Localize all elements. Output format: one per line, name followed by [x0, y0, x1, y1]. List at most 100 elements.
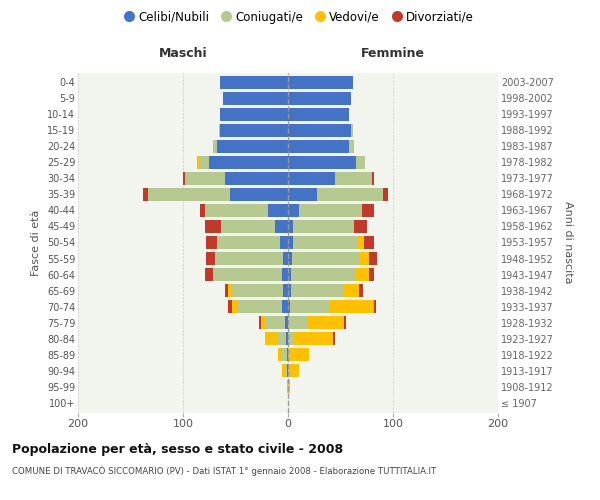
Bar [288, 220, 293, 233]
Bar [288, 348, 290, 362]
Bar [214, 140, 217, 153]
Bar [293, 236, 358, 249]
Bar [344, 284, 359, 297]
Bar [287, 380, 288, 394]
Bar [288, 268, 291, 281]
Bar [228, 300, 232, 313]
Bar [361, 252, 369, 265]
Bar [293, 332, 333, 345]
Bar [228, 284, 232, 297]
Bar [200, 204, 205, 217]
Bar [288, 284, 291, 297]
Bar [277, 348, 282, 362]
Bar [354, 220, 367, 233]
Bar [285, 364, 287, 378]
Bar [288, 92, 351, 104]
Bar [359, 284, 362, 297]
Bar [282, 364, 285, 378]
Bar [344, 316, 346, 330]
Bar [299, 204, 361, 217]
Bar [372, 172, 374, 185]
Bar [259, 316, 260, 330]
Bar [197, 156, 199, 169]
Bar [238, 300, 282, 313]
Bar [288, 76, 353, 88]
Bar [205, 268, 214, 281]
Bar [199, 156, 209, 169]
Bar [333, 332, 335, 345]
Bar [356, 156, 365, 169]
Bar [288, 332, 293, 345]
Bar [288, 172, 335, 185]
Bar [280, 236, 288, 249]
Bar [183, 172, 185, 185]
Bar [356, 268, 369, 281]
Bar [349, 140, 354, 153]
Bar [288, 300, 290, 313]
Bar [330, 300, 374, 313]
Bar [351, 124, 353, 137]
Bar [288, 140, 349, 153]
Bar [292, 252, 361, 265]
Bar [290, 348, 309, 362]
Bar [220, 108, 288, 121]
Text: Maschi: Maschi [158, 47, 208, 60]
Bar [287, 364, 288, 378]
Y-axis label: Fasce di età: Fasce di età [31, 210, 41, 276]
Bar [232, 300, 238, 313]
Bar [218, 124, 220, 137]
Bar [335, 172, 372, 185]
Bar [286, 332, 288, 345]
Bar [288, 124, 351, 137]
Bar [288, 380, 290, 394]
Bar [383, 188, 388, 201]
Bar [217, 140, 288, 153]
Bar [282, 348, 287, 362]
Bar [223, 92, 288, 104]
Bar [205, 204, 268, 217]
Bar [225, 284, 228, 297]
Bar [143, 188, 148, 201]
Bar [290, 300, 330, 313]
Bar [288, 316, 307, 330]
Bar [307, 316, 344, 330]
Bar [287, 348, 288, 362]
Bar [288, 108, 349, 121]
Text: Popolazione per età, sesso e stato civile - 2008: Popolazione per età, sesso e stato civil… [12, 442, 343, 456]
Bar [358, 236, 364, 249]
Bar [291, 284, 344, 297]
Bar [214, 268, 282, 281]
Bar [361, 204, 374, 217]
Bar [215, 252, 283, 265]
Bar [230, 188, 288, 201]
Bar [268, 204, 288, 217]
Bar [288, 156, 356, 169]
Text: COMUNE DI TRAVACÒ SICCOMARIO (PV) - Dati ISTAT 1° gennaio 2008 - Elaborazione TU: COMUNE DI TRAVACÒ SICCOMARIO (PV) - Dati… [12, 466, 436, 476]
Bar [291, 268, 356, 281]
Legend: Celibi/Nubili, Coniugati/e, Vedovi/e, Divorziati/e: Celibi/Nubili, Coniugati/e, Vedovi/e, Di… [122, 6, 478, 28]
Bar [283, 284, 288, 297]
Bar [217, 236, 280, 249]
Bar [374, 300, 376, 313]
Bar [282, 268, 288, 281]
Bar [220, 124, 288, 137]
Bar [221, 220, 275, 233]
Bar [225, 172, 288, 185]
Bar [288, 188, 317, 201]
Bar [206, 236, 217, 249]
Bar [282, 300, 288, 313]
Bar [288, 364, 290, 378]
Bar [205, 220, 221, 233]
Bar [364, 236, 374, 249]
Text: Femmine: Femmine [361, 47, 425, 60]
Bar [232, 284, 283, 297]
Bar [220, 76, 288, 88]
Bar [275, 220, 288, 233]
Bar [209, 156, 288, 169]
Bar [266, 316, 285, 330]
Bar [206, 252, 215, 265]
Bar [283, 252, 288, 265]
Bar [148, 188, 230, 201]
Bar [185, 172, 225, 185]
Bar [290, 364, 299, 378]
